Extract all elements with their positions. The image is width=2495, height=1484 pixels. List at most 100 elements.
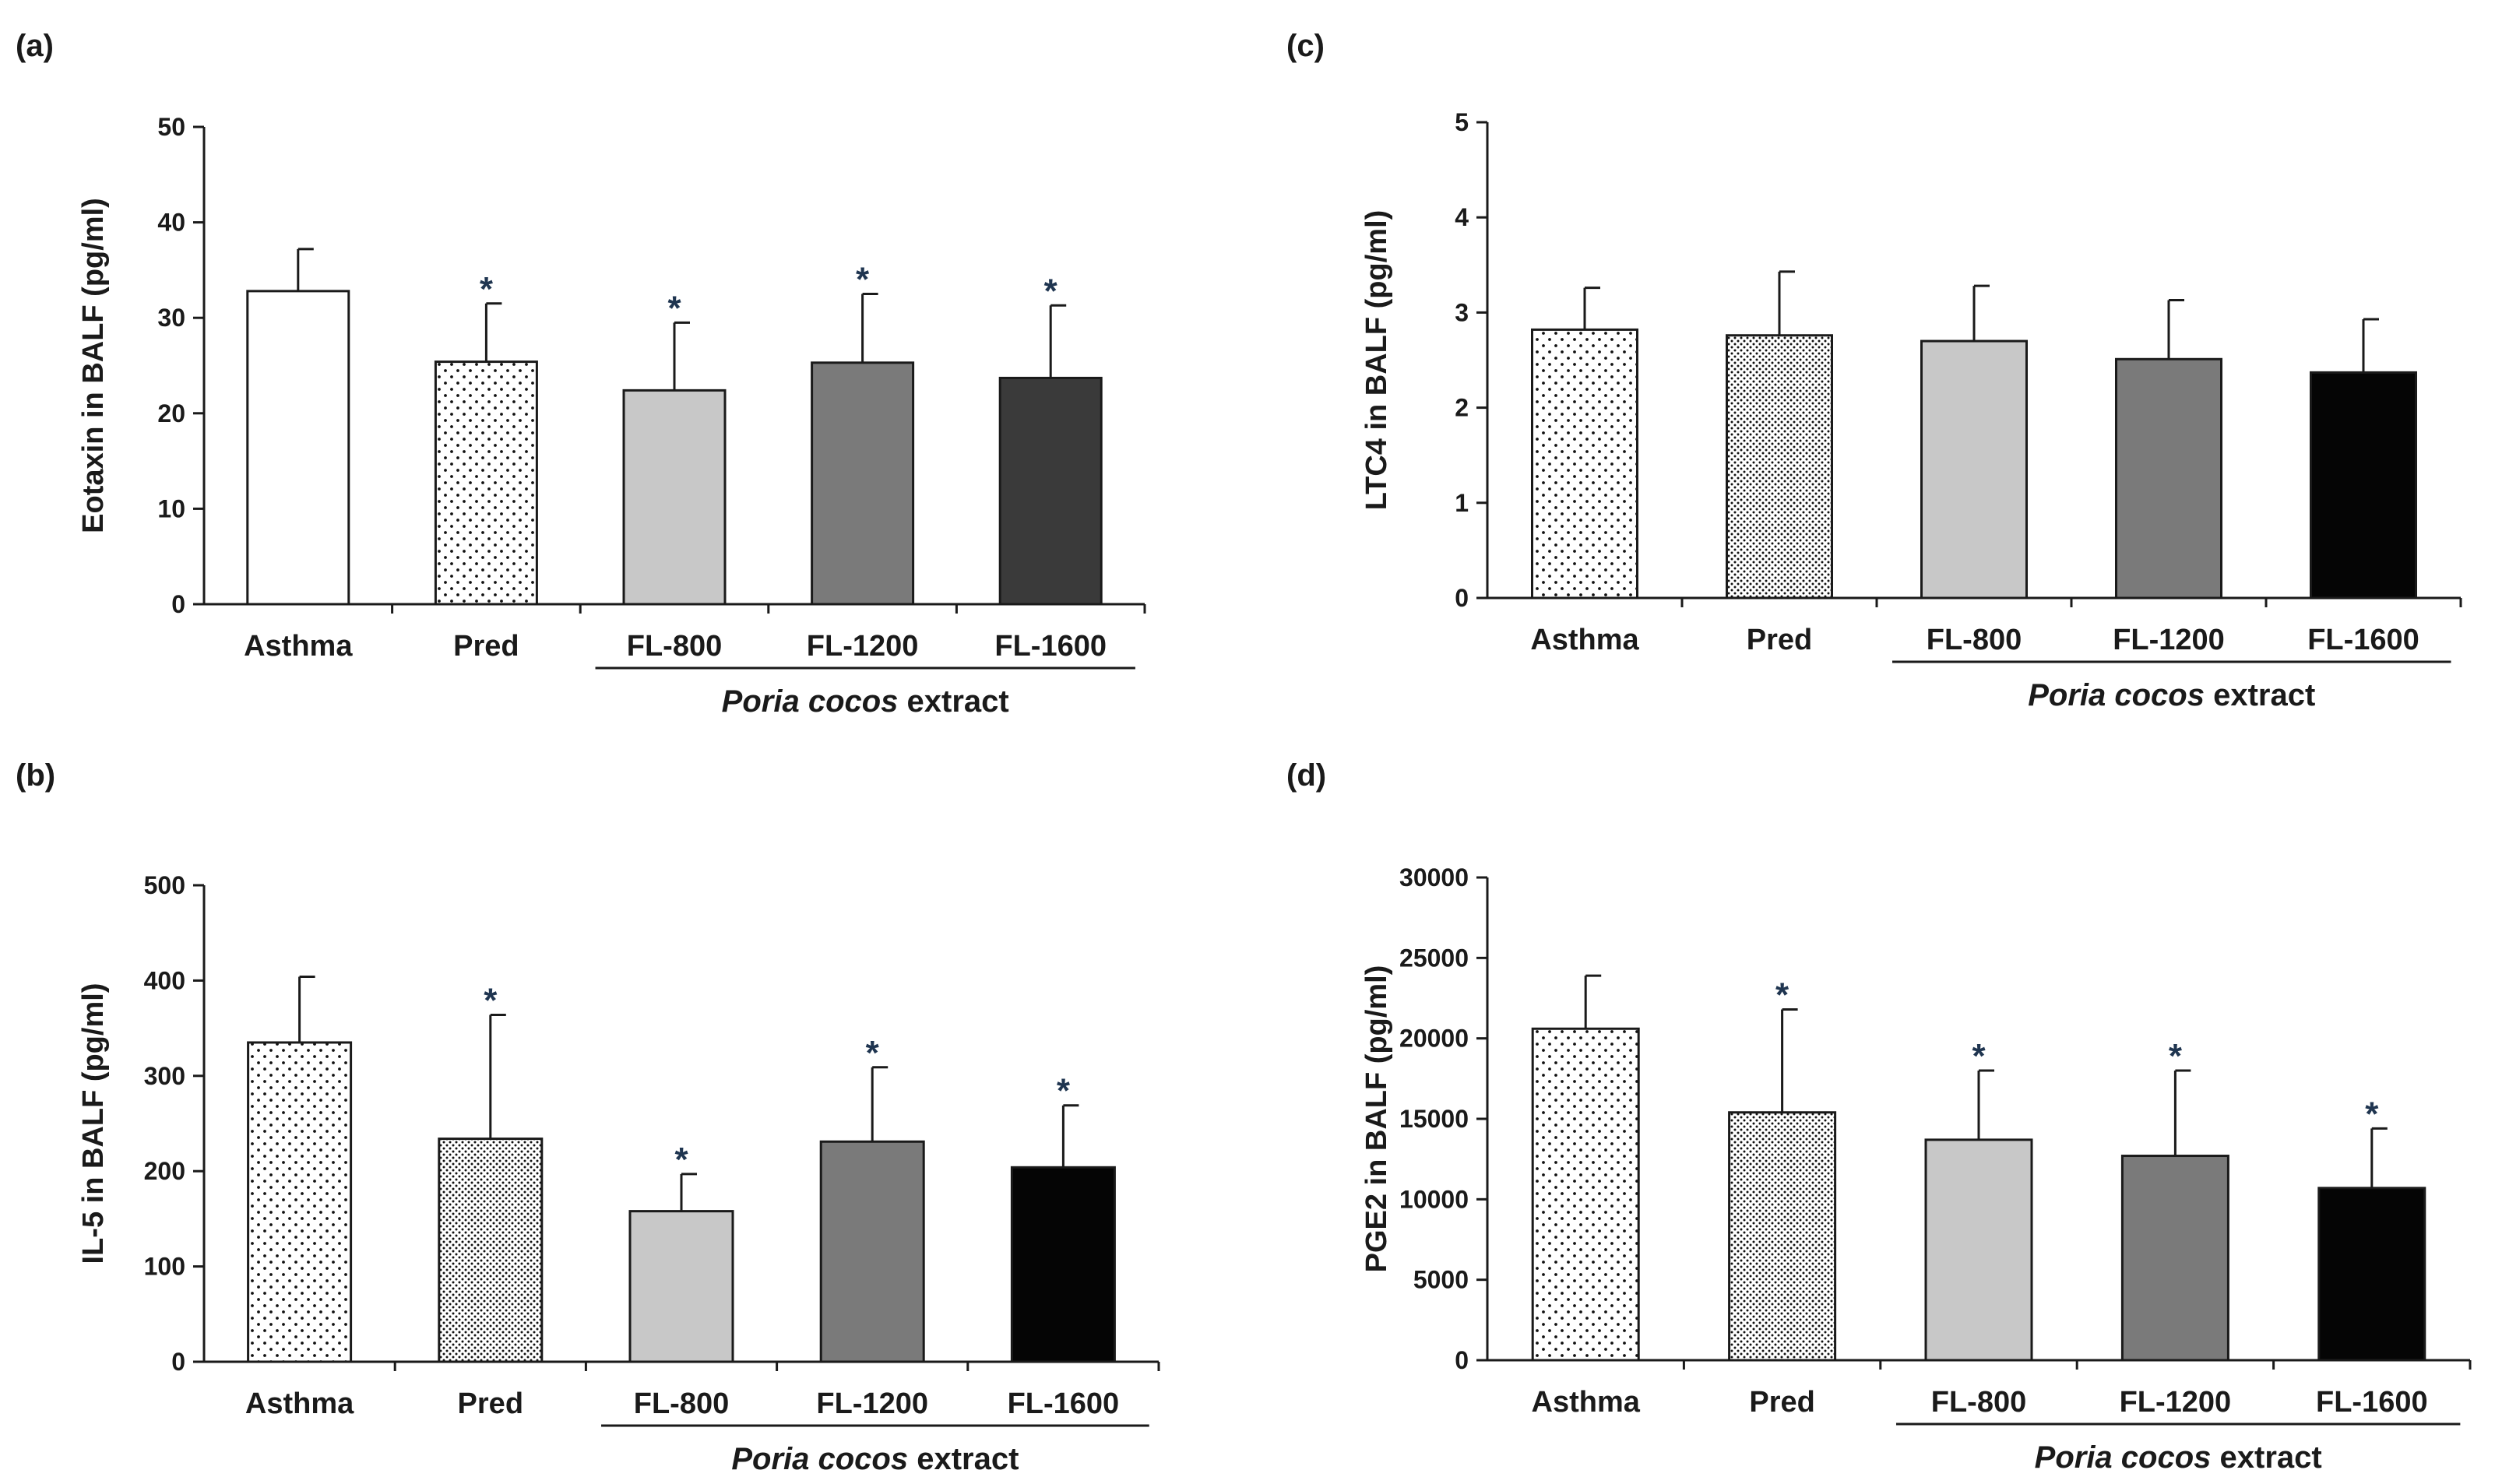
- x-tick-label-asthma: Asthma: [1532, 1386, 1641, 1419]
- error-bar: [1972, 284, 1990, 342]
- bar-pred: [1728, 1111, 1837, 1362]
- significance-star: *: [2169, 1037, 2183, 1075]
- x-tick-label-asthma: Asthma: [1530, 624, 1639, 656]
- significance-star: *: [866, 1034, 880, 1072]
- x-tick-label-fl-1200: FL-1200: [816, 1387, 928, 1420]
- y-tick-label: 4: [1455, 203, 1469, 231]
- error-bar: [2362, 318, 2379, 373]
- x-tick-label-pred: Pred: [1747, 624, 1812, 656]
- extract-group-label: Poria cocos extract: [722, 684, 1009, 719]
- bar-fl-1600: [1010, 1166, 1116, 1363]
- bar-pred: [434, 360, 538, 606]
- bar-asthma: [246, 290, 350, 606]
- bar-fl-1200: [2120, 1155, 2229, 1362]
- bar-pred: [1726, 334, 1833, 600]
- panel-label: (b): [16, 758, 55, 793]
- error-bar: [298, 976, 315, 1043]
- extract-group-label: Poria cocos extract: [731, 1442, 1019, 1476]
- y-tick-label: 200: [144, 1157, 185, 1185]
- bar-fl-1600: [998, 376, 1103, 606]
- y-tick-label: 15000: [1399, 1105, 1469, 1133]
- y-tick-label: 10: [157, 494, 185, 522]
- y-tick-label: 300: [144, 1062, 185, 1090]
- error-bar: [680, 1173, 697, 1211]
- error-bar: [1583, 287, 1600, 330]
- bar-fl-800: [622, 389, 727, 606]
- error-bar: [2173, 1069, 2191, 1156]
- y-axis-label: PGE2 in BALF (pg/ml): [1360, 965, 1393, 1273]
- x-tick-label-fl-1600: FL-1600: [994, 630, 1107, 663]
- x-tick-label-fl-800: FL-800: [1927, 624, 2022, 656]
- x-tick-label-asthma: Asthma: [244, 630, 353, 663]
- panel-a-chart: (a) 0 10 20 30 40 50 Eotaxin in BALF (pg/ml) Ast…: [16, 29, 1146, 719]
- panel-label: (a): [16, 29, 54, 63]
- panel-d-chart: (d) 0 5000 10000 15000 20000 25000 30000 PGE2 in…: [1286, 758, 2472, 1475]
- y-tick-label: 100: [144, 1253, 185, 1281]
- x-tick-label-pred: Pred: [453, 630, 519, 663]
- extract-group-label: Poria cocos extract: [2028, 678, 2315, 712]
- bar-fl-1600: [2310, 371, 2417, 600]
- y-tick-label: 20000: [1399, 1025, 1469, 1053]
- y-tick-label: 5: [1455, 108, 1469, 136]
- error-bar: [1584, 974, 1602, 1029]
- y-axis-label: LTC4 in BALF (pg/ml): [1360, 210, 1393, 511]
- bar-fl-1200: [811, 361, 915, 606]
- x-tick-label-fl-800: FL-800: [1931, 1386, 2026, 1419]
- y-tick-label: 0: [171, 1348, 185, 1376]
- y-tick-label: 1: [1455, 489, 1469, 517]
- x-tick-label-fl-1200: FL-1200: [2113, 624, 2225, 656]
- significance-star: *: [667, 289, 681, 327]
- y-tick-label: 0: [1455, 1346, 1469, 1374]
- significance-star: *: [856, 261, 870, 299]
- panel-label: (d): [1286, 758, 1326, 793]
- error-bar: [861, 293, 878, 363]
- significance-star: *: [1044, 272, 1058, 310]
- y-tick-label: 50: [157, 113, 185, 141]
- x-tick-label-asthma: Asthma: [245, 1387, 354, 1420]
- y-axis-label: Eotaxin in BALF (pg/ml): [77, 198, 110, 533]
- x-tick-label-pred: Pred: [458, 1387, 523, 1420]
- extract-group-label: Poria cocos extract: [2035, 1440, 2322, 1475]
- significance-star: *: [480, 270, 494, 308]
- bar-fl-1200: [2115, 357, 2222, 600]
- error-bar: [1977, 1069, 1994, 1140]
- y-tick-label: 2: [1455, 394, 1469, 422]
- significance-star: *: [1972, 1037, 1986, 1075]
- y-tick-label: 3: [1455, 298, 1469, 326]
- error-bar: [2167, 299, 2184, 360]
- significance-star: *: [1775, 976, 1789, 1014]
- y-tick-label: 10000: [1399, 1185, 1469, 1213]
- x-tick-label-fl-1200: FL-1200: [2120, 1386, 2232, 1419]
- error-bar: [297, 248, 314, 291]
- bar-asthma: [1531, 328, 1638, 600]
- bar-fl-800: [628, 1210, 734, 1363]
- y-tick-label: 0: [171, 590, 185, 618]
- bar-pred: [438, 1138, 544, 1363]
- y-tick-label: 40: [157, 209, 185, 237]
- significance-star: *: [1057, 1072, 1071, 1110]
- error-bar: [2370, 1127, 2388, 1188]
- y-tick-label: 0: [1455, 584, 1469, 612]
- error-bar: [1781, 1008, 1798, 1113]
- panel-b-chart: (b) 0 100 200 300 400 500 IL-5 in BALF (pg/ml) A…: [16, 758, 1160, 1476]
- error-bar: [871, 1066, 889, 1142]
- significance-star: *: [2365, 1095, 2379, 1133]
- panel-c-chart: (c) 0 1 2 3 4 5 LTC4 in BALF (pg/ml) Asthma Pred F…: [1286, 29, 2462, 712]
- bar-fl-1600: [2317, 1187, 2426, 1362]
- y-tick-label: 25000: [1399, 944, 1469, 972]
- error-bar: [484, 302, 502, 362]
- error-bar: [1778, 270, 1795, 336]
- y-axis-label: IL-5 in BALF (pg/ml): [77, 983, 110, 1264]
- bar-asthma: [247, 1041, 353, 1363]
- x-tick-label-fl-1600: FL-1600: [2307, 624, 2419, 656]
- panel-label: (c): [1286, 29, 1325, 63]
- error-bar: [1049, 304, 1067, 378]
- y-tick-label: 5000: [1413, 1266, 1469, 1294]
- bar-fl-800: [1920, 339, 2028, 600]
- significance-star: *: [674, 1141, 688, 1179]
- x-tick-label-fl-1600: FL-1600: [2316, 1386, 2428, 1419]
- bar-asthma: [1531, 1027, 1640, 1362]
- bar-fl-800: [1924, 1138, 2033, 1362]
- significance-star: *: [484, 981, 498, 1019]
- x-tick-label-fl-800: FL-800: [627, 630, 722, 663]
